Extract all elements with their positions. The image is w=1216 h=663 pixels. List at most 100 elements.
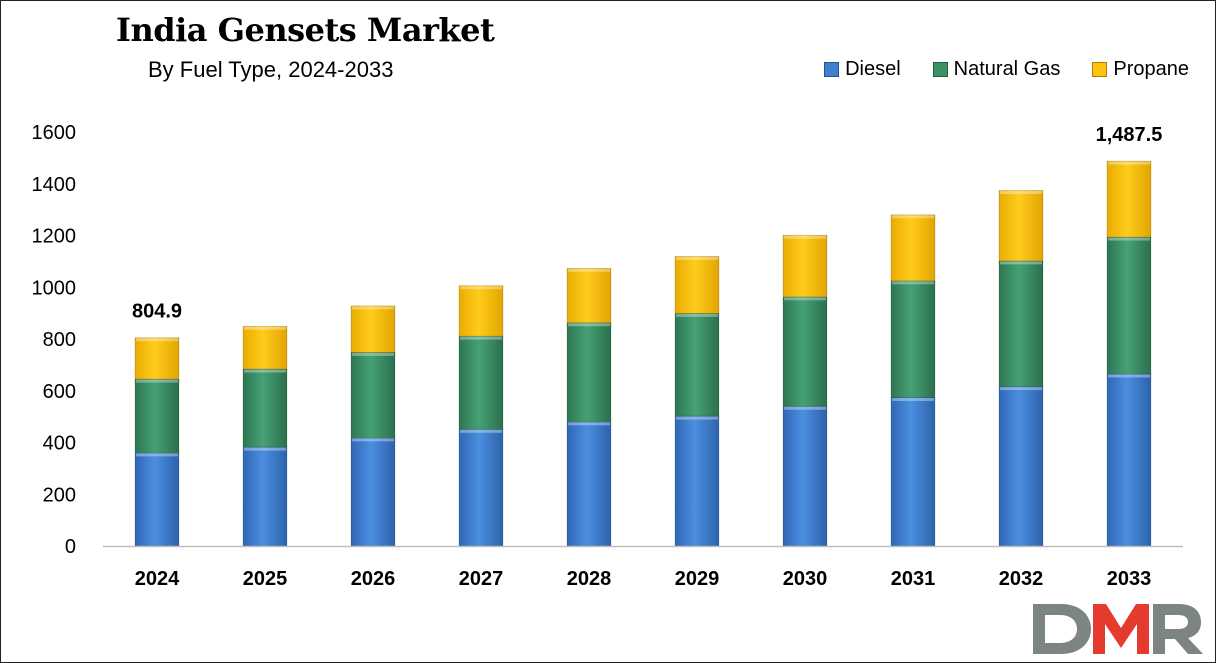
bar-segment-propane (134, 337, 180, 380)
bar-segment-highlight (352, 352, 394, 356)
bar-segment-highlight (784, 297, 826, 301)
bar-segment-highlight (136, 338, 178, 342)
legend-label-natural-gas: Natural Gas (953, 58, 1061, 80)
bar-segment-highlight (1108, 237, 1150, 241)
x-tick-label: 2032 (999, 568, 1044, 590)
dmr-logo (1033, 604, 1203, 654)
bar-segment-highlight (1000, 261, 1042, 265)
x-tick-label: 2030 (783, 568, 828, 590)
legend-label-diesel: Diesel (845, 58, 901, 80)
y-tick-label: 200 (43, 484, 76, 506)
bar-segment-diesel (458, 428, 504, 547)
y-tick-label: 1600 (32, 122, 77, 144)
bar-segment-highlight (784, 235, 826, 239)
bar-segment-natural-gas (350, 352, 396, 439)
bar-segment-highlight (568, 268, 610, 272)
legend-item-propane: Propane (1092, 58, 1189, 81)
bar-segment-propane (674, 256, 720, 314)
bar-segment-natural-gas (890, 280, 936, 398)
bar-segment-natural-gas (458, 335, 504, 430)
bar-segment-propane (782, 234, 828, 298)
bar-segment-natural-gas (134, 378, 180, 454)
y-axis: 0 200 400 600 800 1000 1200 1400 1600 (32, 122, 77, 558)
bar-segment-diesel (674, 415, 720, 547)
bar-segment-propane (998, 190, 1044, 262)
bar-segment-highlight (1108, 374, 1150, 378)
bar-segment-diesel (782, 405, 828, 547)
bar-segment-diesel (890, 397, 936, 547)
y-tick-label: 0 (65, 536, 76, 558)
bar-segment-diesel (998, 386, 1044, 547)
chart-legend: Diesel Natural Gas Propane (792, 58, 1189, 81)
x-tick-label: 2033 (1107, 568, 1152, 590)
bars (134, 160, 1152, 547)
bar-segment-highlight (676, 313, 718, 317)
bar-segment-highlight (460, 336, 502, 340)
bar-segment-highlight (676, 416, 718, 420)
bar-segment-propane (566, 267, 612, 324)
bar-segment-highlight (1108, 161, 1150, 165)
bar-segment-highlight (892, 215, 934, 219)
x-tick-label: 2026 (351, 568, 396, 590)
x-axis: 2024 2025 2026 2027 2028 2029 2030 2031 2032 2033 (103, 545, 1183, 590)
bar-segment-natural-gas (998, 260, 1044, 388)
x-tick-label: 2025 (243, 568, 288, 590)
bar-segment-highlight (460, 429, 502, 433)
y-tick-label: 1400 (32, 174, 77, 196)
bar-segment-diesel (1106, 373, 1152, 547)
bar-segment-highlight (352, 438, 394, 442)
y-tick-label: 600 (43, 381, 76, 403)
bar-segment-diesel (242, 446, 288, 547)
bar-segment-highlight (244, 326, 286, 330)
bar-segment-highlight (892, 281, 934, 285)
bar-segment-highlight (568, 323, 610, 327)
x-tick-label: 2031 (891, 568, 936, 590)
x-tick-label: 2028 (567, 568, 612, 590)
bar-segment-natural-gas (566, 322, 612, 423)
y-tick-label: 400 (43, 433, 76, 455)
y-tick-label: 800 (43, 329, 76, 351)
chart-subtitle: By Fuel Type, 2024-2033 (148, 57, 394, 82)
bar-segment-highlight (244, 447, 286, 451)
bar-segment-highlight (1000, 387, 1042, 391)
bar-segment-highlight (136, 453, 178, 457)
y-tick-label: 1000 (32, 277, 77, 299)
bar-segment-propane (890, 214, 936, 282)
bar-segment-natural-gas (242, 368, 288, 448)
bar-segment-highlight (892, 397, 934, 401)
bar-segment-diesel (566, 421, 612, 547)
y-tick-label: 1200 (32, 226, 77, 248)
data-annotations: 804.9 1,487.5 (132, 124, 1162, 323)
chart-title: India Gensets Market (116, 11, 495, 49)
data-label: 804.9 (132, 301, 182, 323)
legend-swatch-propane (1092, 62, 1108, 77)
bar-segment-highlight (568, 422, 610, 426)
x-tick-label: 2029 (675, 568, 720, 590)
bar-segment-highlight (1000, 190, 1042, 194)
bar-segment-propane (350, 305, 396, 353)
legend-item-natural-gas: Natural Gas (932, 58, 1061, 81)
bar-segment-highlight (136, 379, 178, 383)
bar-segment-highlight (352, 306, 394, 310)
bar-segment-natural-gas (1106, 236, 1152, 375)
bar-segment-diesel (134, 452, 180, 547)
bar-segment-highlight (676, 256, 718, 260)
legend-swatch-diesel (824, 62, 840, 77)
legend-label-propane: Propane (1113, 58, 1189, 80)
bar-segment-propane (458, 285, 504, 337)
legend-item-diesel: Diesel (824, 58, 901, 81)
legend-swatch-natural-gas (932, 62, 948, 77)
bar-segment-propane (242, 325, 288, 370)
bar-segment-propane (1106, 160, 1152, 238)
bar-segment-diesel (350, 437, 396, 547)
bar-segment-natural-gas (782, 296, 828, 407)
data-label: 1,487.5 (1096, 124, 1163, 146)
bar-segment-highlight (244, 369, 286, 373)
bar-segment-highlight (460, 286, 502, 290)
bar-segment-natural-gas (674, 312, 720, 417)
bar-segment-highlight (784, 406, 826, 410)
x-tick-label: 2024 (135, 568, 180, 590)
x-tick-label: 2027 (459, 568, 504, 590)
